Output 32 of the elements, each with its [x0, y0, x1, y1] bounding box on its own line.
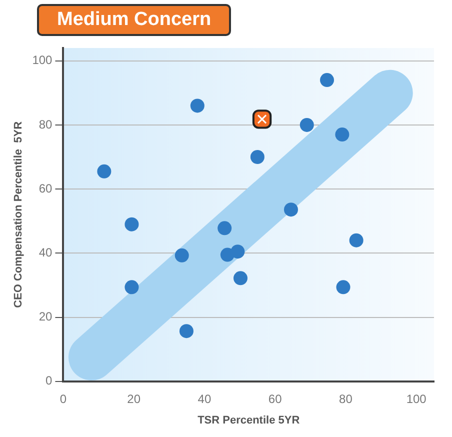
point	[349, 233, 364, 248]
point	[300, 118, 314, 132]
chart-title: Medium Concern	[37, 4, 232, 36]
point	[284, 202, 298, 217]
y-tick-label: 60	[38, 181, 53, 196]
point	[124, 217, 139, 232]
x-tick-label: 80	[339, 392, 353, 406]
x-tick-label: 20	[127, 392, 141, 406]
point	[233, 271, 248, 286]
point	[250, 150, 264, 164]
point	[230, 244, 245, 259]
x-tick-label: 0	[60, 392, 67, 406]
y-tick-label: 0	[46, 374, 53, 388]
point	[218, 221, 232, 236]
point	[174, 248, 189, 262]
y-tick-label: 40	[38, 245, 53, 260]
point	[124, 280, 139, 294]
y-tick-label: 80	[38, 117, 53, 132]
y-tick-label: 20	[38, 310, 53, 324]
point	[320, 73, 334, 88]
point	[97, 164, 112, 178]
point	[179, 324, 194, 338]
x-tick-label: 60	[268, 392, 282, 406]
point	[335, 128, 350, 142]
x-tick-label: 100	[406, 392, 427, 406]
y-tick-label: 100	[32, 53, 53, 68]
point	[252, 110, 272, 129]
point	[190, 98, 204, 113]
point	[336, 280, 350, 294]
x-axis-title: TSR Percentile 5YR	[198, 414, 300, 426]
y-axis-title: CEO Compensation Percentile 5YR	[12, 121, 25, 308]
x-tick-label: 40	[198, 392, 212, 406]
